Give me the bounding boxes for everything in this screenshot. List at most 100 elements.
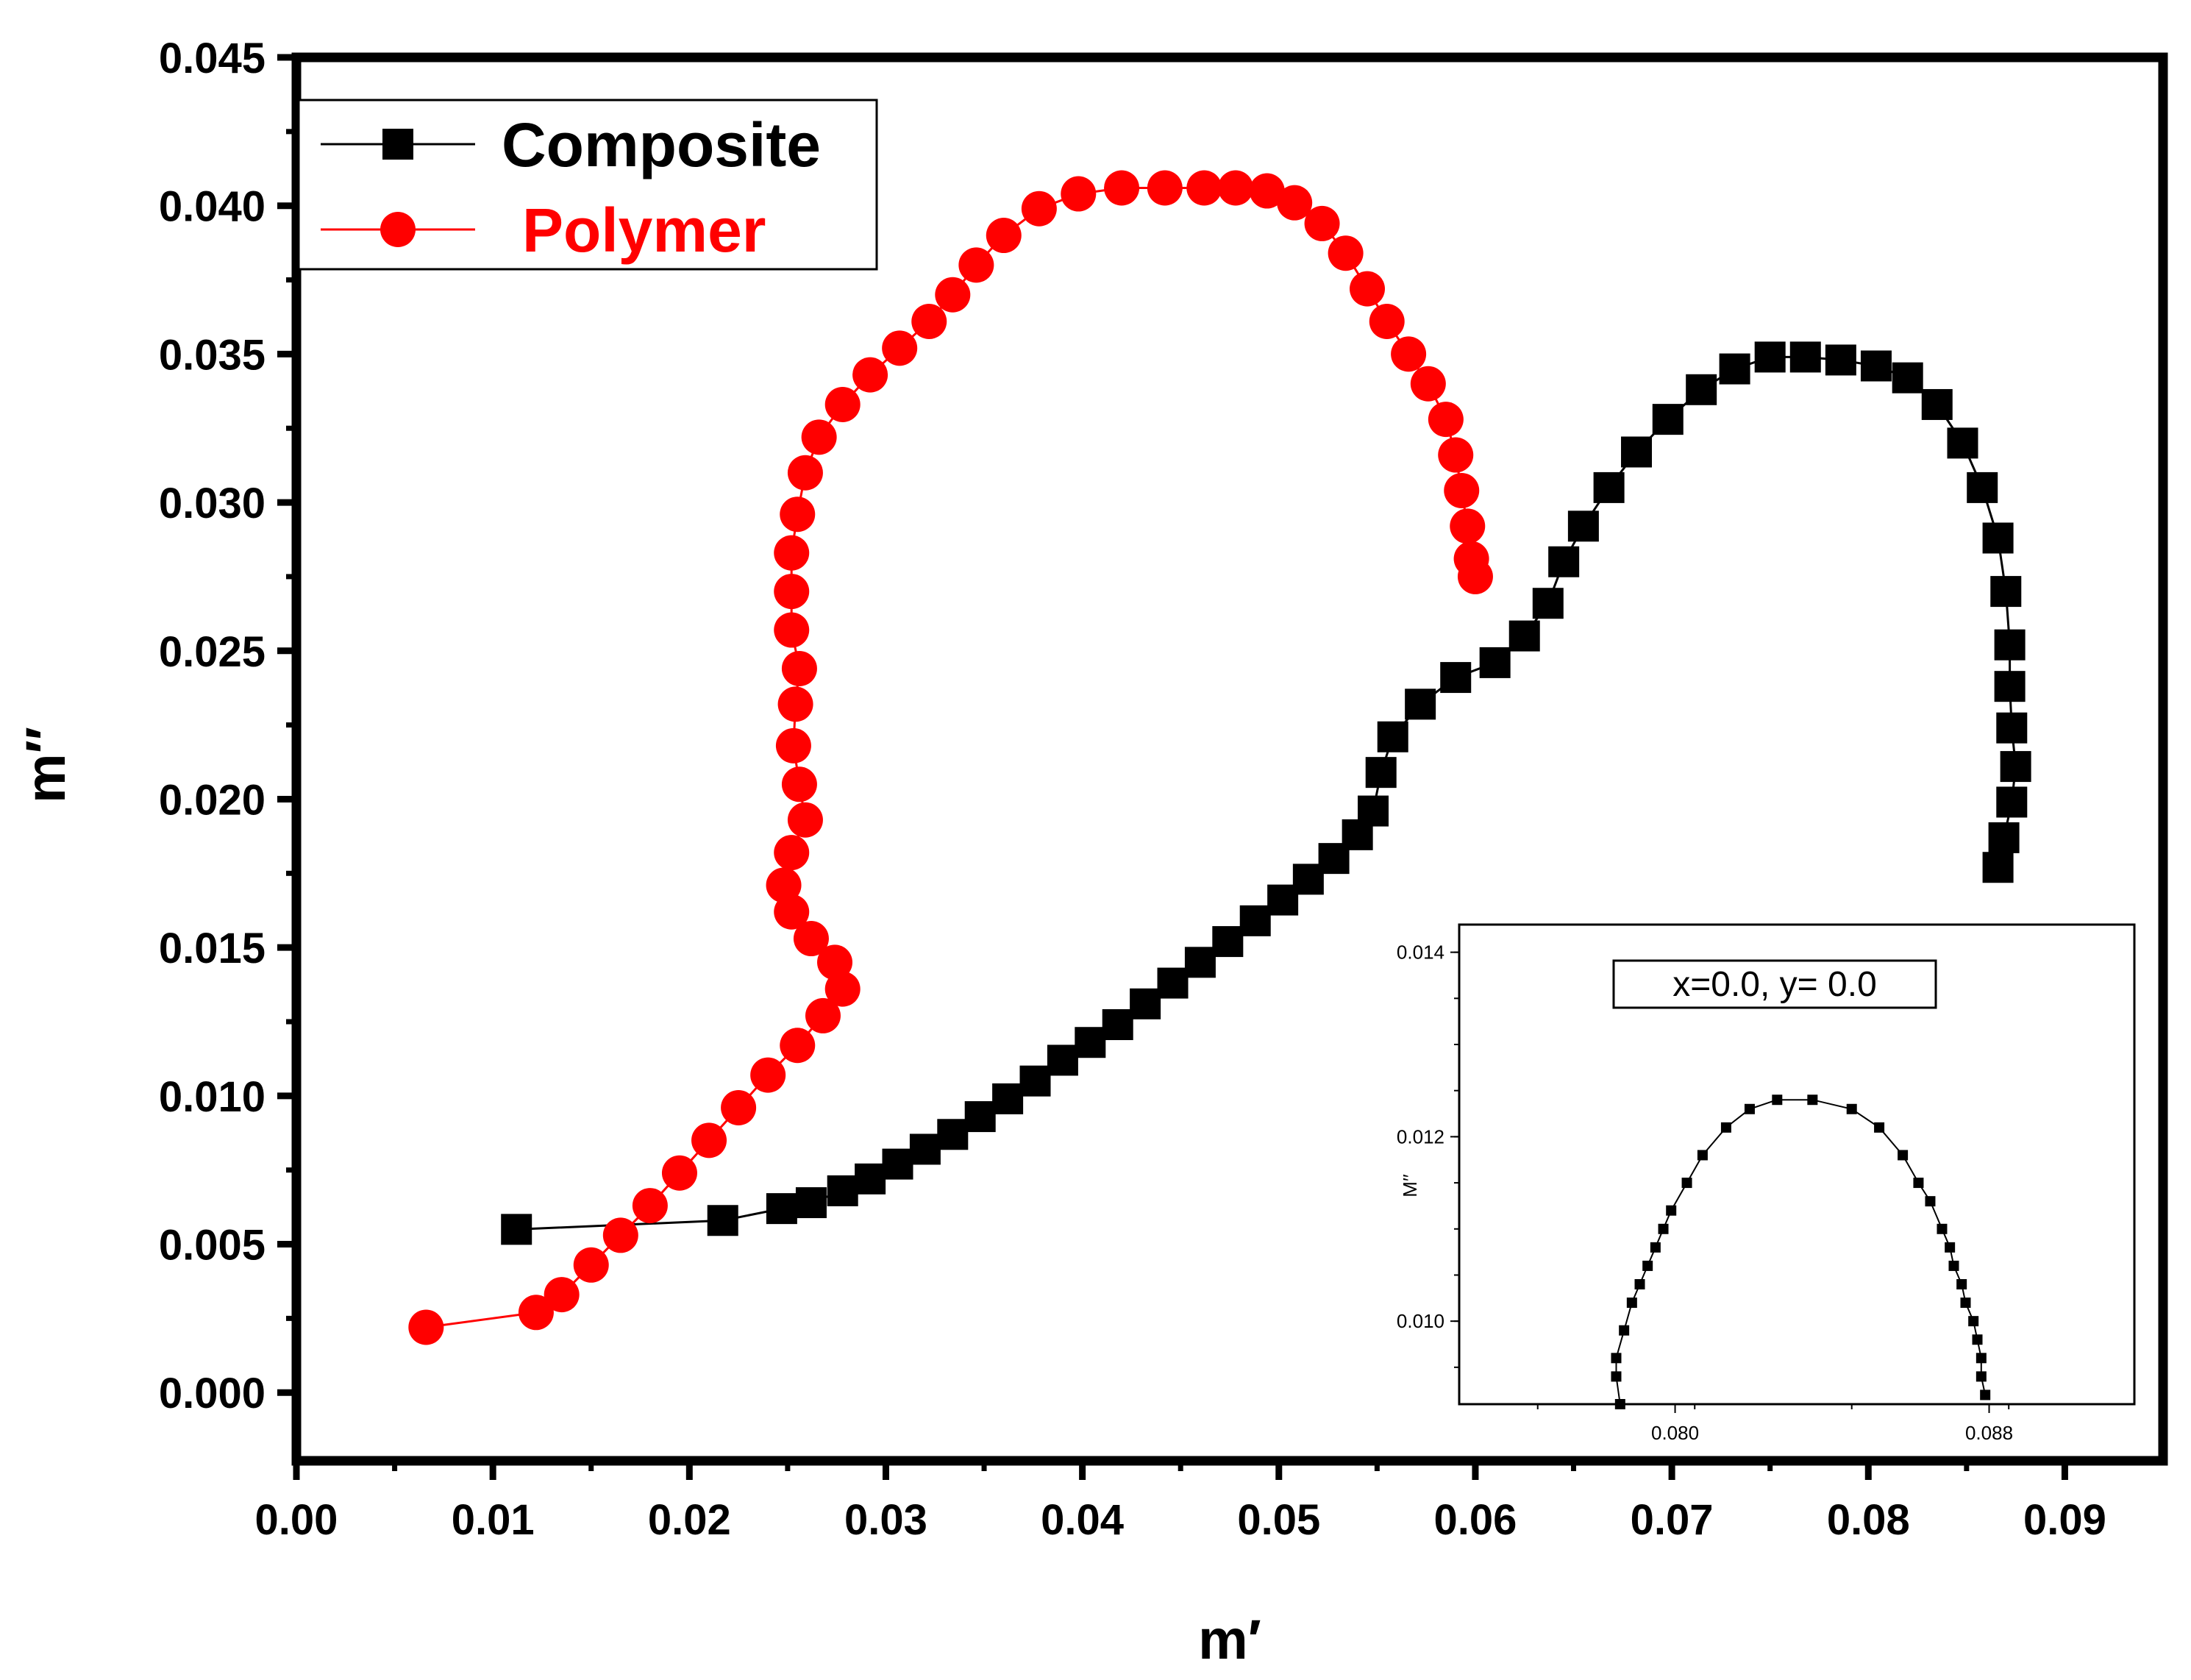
inset-data-point xyxy=(1948,1260,1959,1271)
polymer-data-point xyxy=(787,455,823,491)
polymer-data-point xyxy=(1277,185,1313,221)
legend-polymer-marker xyxy=(380,212,416,247)
inset-data-point xyxy=(1968,1316,1979,1327)
polymer-data-point xyxy=(1147,170,1183,206)
polymer-data-point xyxy=(780,1028,816,1064)
composite-data-point xyxy=(1377,721,1408,752)
composite-data-point xyxy=(1239,905,1271,936)
polymer-data-point xyxy=(1186,170,1222,206)
composite-data-point xyxy=(1019,1065,1051,1097)
polymer-data-point xyxy=(774,612,810,648)
x-axis-label: m′ xyxy=(1198,1609,1261,1671)
composite-data-point xyxy=(1996,786,2028,818)
composite-data-point xyxy=(1967,471,1998,503)
polymer-data-point xyxy=(935,277,971,313)
composite-data-point xyxy=(1212,926,1244,958)
polymer-data-point xyxy=(774,535,810,571)
composite-data-point xyxy=(1719,353,1750,385)
composite-data-point xyxy=(1652,404,1684,435)
composite-data-point xyxy=(1567,510,1599,542)
inset-data-point xyxy=(1976,1371,1987,1382)
composite-data-point xyxy=(1440,662,1472,694)
composite-data-point xyxy=(827,1175,858,1206)
inset-y-axis-label: M′′ xyxy=(1399,1174,1421,1197)
y-tick-label: 0.025 xyxy=(159,628,266,676)
composite-data-point xyxy=(1754,341,1786,373)
polymer-data-point xyxy=(1304,205,1340,241)
inset-data-point xyxy=(1874,1122,1885,1133)
inset-data-point xyxy=(1772,1095,1783,1106)
composite-data-point xyxy=(766,1193,797,1225)
composite-data-point xyxy=(1892,362,1923,394)
composite-data-point xyxy=(937,1119,969,1150)
polymer-data-point xyxy=(801,419,837,455)
composite-data-point xyxy=(1358,795,1389,827)
x-tick-label: 0.01 xyxy=(452,1496,535,1544)
inset-y-tick-label: 0.010 xyxy=(1397,1310,1444,1332)
polymer-data-point xyxy=(793,921,829,957)
y-tick-label: 0.015 xyxy=(159,925,266,972)
polymer-data-point xyxy=(774,894,810,930)
polymer-data-point xyxy=(1104,170,1140,206)
composite-data-point xyxy=(1994,629,2026,661)
x-tick-label: 0.06 xyxy=(1434,1496,1517,1544)
x-tick-label: 0.03 xyxy=(844,1496,927,1544)
inset-annotation-box xyxy=(1612,959,1937,1009)
polymer-data-point xyxy=(986,218,1022,254)
inset-frame xyxy=(1458,923,2136,1406)
polymer-data-point xyxy=(852,357,888,393)
x-tick-label: 0.00 xyxy=(255,1496,338,1544)
inset-ticks: 0.080 0.088 0.010 0.012 0.014 xyxy=(1397,942,2013,1444)
inset-data-point xyxy=(1913,1178,1924,1189)
x-tick-label: 0.04 xyxy=(1041,1496,1124,1544)
composite-data-point xyxy=(1947,427,1978,459)
polymer-data-point xyxy=(1438,437,1474,473)
inset-data-point xyxy=(1846,1103,1857,1114)
composite-data-point xyxy=(1102,1009,1133,1041)
composite-data-point xyxy=(1405,688,1436,720)
inset-data-point xyxy=(1956,1279,1967,1289)
polymer-data-point xyxy=(824,971,861,1007)
composite-data-point xyxy=(1789,341,1821,373)
polymer-data-point xyxy=(817,944,853,980)
inset-data-point xyxy=(1744,1103,1755,1114)
legend-polymer-label: Polymer xyxy=(522,196,766,265)
polymer-data-point xyxy=(1457,558,1493,594)
inset-data-point xyxy=(1925,1196,1936,1207)
polymer-data-point xyxy=(787,802,823,838)
composite-data-point xyxy=(855,1163,886,1195)
polymer-data-point xyxy=(544,1277,580,1313)
inset-annotation-text: x=0.0, y= 0.0 xyxy=(1672,965,1877,1004)
polymer-data-point xyxy=(1428,402,1464,438)
legend: Composite Polymer xyxy=(297,99,878,271)
composite-data-point xyxy=(1982,852,2014,883)
y-tick-label: 0.030 xyxy=(159,480,266,527)
main-ticks: 0.00 0.01 0.02 0.03 0.04 0.05 0.06 0.07 0.08 0.09… xyxy=(159,35,2106,1544)
inset-data-point xyxy=(1619,1325,1630,1336)
polymer-data-point xyxy=(1249,173,1285,209)
inset-data-point xyxy=(1937,1223,1948,1234)
polymer-data-point xyxy=(661,1155,697,1191)
inset-data-point xyxy=(1666,1205,1677,1216)
polymer-data-point xyxy=(408,1309,444,1345)
x-tick-label: 0.07 xyxy=(1631,1496,1714,1544)
inset-data-point xyxy=(1976,1353,1987,1364)
polymer-data-point xyxy=(774,574,810,610)
polymer-data-point xyxy=(766,867,802,903)
composite-data-point xyxy=(1548,546,1580,577)
polymer-data-point xyxy=(777,686,813,722)
legend-composite-label: Composite xyxy=(502,110,821,179)
composite-data-point xyxy=(1532,588,1564,619)
composite-data-point xyxy=(1825,344,1856,376)
inset-data-point xyxy=(1898,1150,1909,1161)
inset-y-tick-label: 0.014 xyxy=(1397,942,1444,964)
composite-data-point xyxy=(2000,751,2031,783)
inset-data-point xyxy=(1697,1150,1708,1161)
main-plot-frame xyxy=(291,52,2168,1466)
polymer-data-point xyxy=(781,650,817,686)
composite-data-point xyxy=(795,1187,827,1219)
composite-data-point xyxy=(1130,988,1161,1019)
composite-data-point xyxy=(1994,671,2026,702)
main-series xyxy=(408,170,2031,1345)
polymer-data-point xyxy=(780,496,816,533)
